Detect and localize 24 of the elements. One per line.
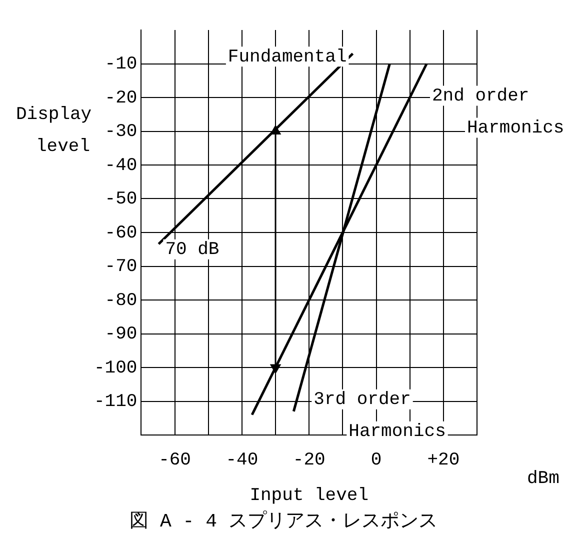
y-tick-label: -30: [104, 122, 138, 142]
y-tick-label: -40: [104, 156, 138, 176]
y-tick-label: -10: [104, 54, 138, 75]
x-tick-label: -40: [226, 450, 258, 471]
text: dBm: [527, 468, 560, 489]
x-tick-label: -20: [292, 450, 326, 471]
x-tick-label: 0: [370, 450, 382, 471]
x-tick-label: -60: [158, 450, 191, 471]
y-axis-title: Display level: [16, 105, 92, 158]
text: 図 A - 4 スプリアス・レスポンス: [130, 510, 438, 533]
annotation: 70 dB: [165, 240, 220, 260]
y-tick-label: -50: [104, 190, 138, 210]
series-label: 2nd order Harmonics: [432, 86, 564, 139]
series-label: 3rd order Harmonics: [314, 390, 446, 442]
y-tick-label: -100: [94, 358, 138, 378]
y-tick-label: -60: [104, 223, 138, 244]
x-axis-title: Input level: [250, 486, 369, 506]
y-tick-label: -110: [94, 392, 138, 412]
series-label: Fundamental: [228, 47, 347, 68]
y-tick-label: -20: [104, 88, 138, 108]
y-tick-label: -90: [104, 324, 138, 345]
y-tick-label: -80: [104, 290, 138, 311]
y-tick-label: -70: [104, 257, 138, 278]
x-tick-label: +20: [427, 450, 460, 471]
